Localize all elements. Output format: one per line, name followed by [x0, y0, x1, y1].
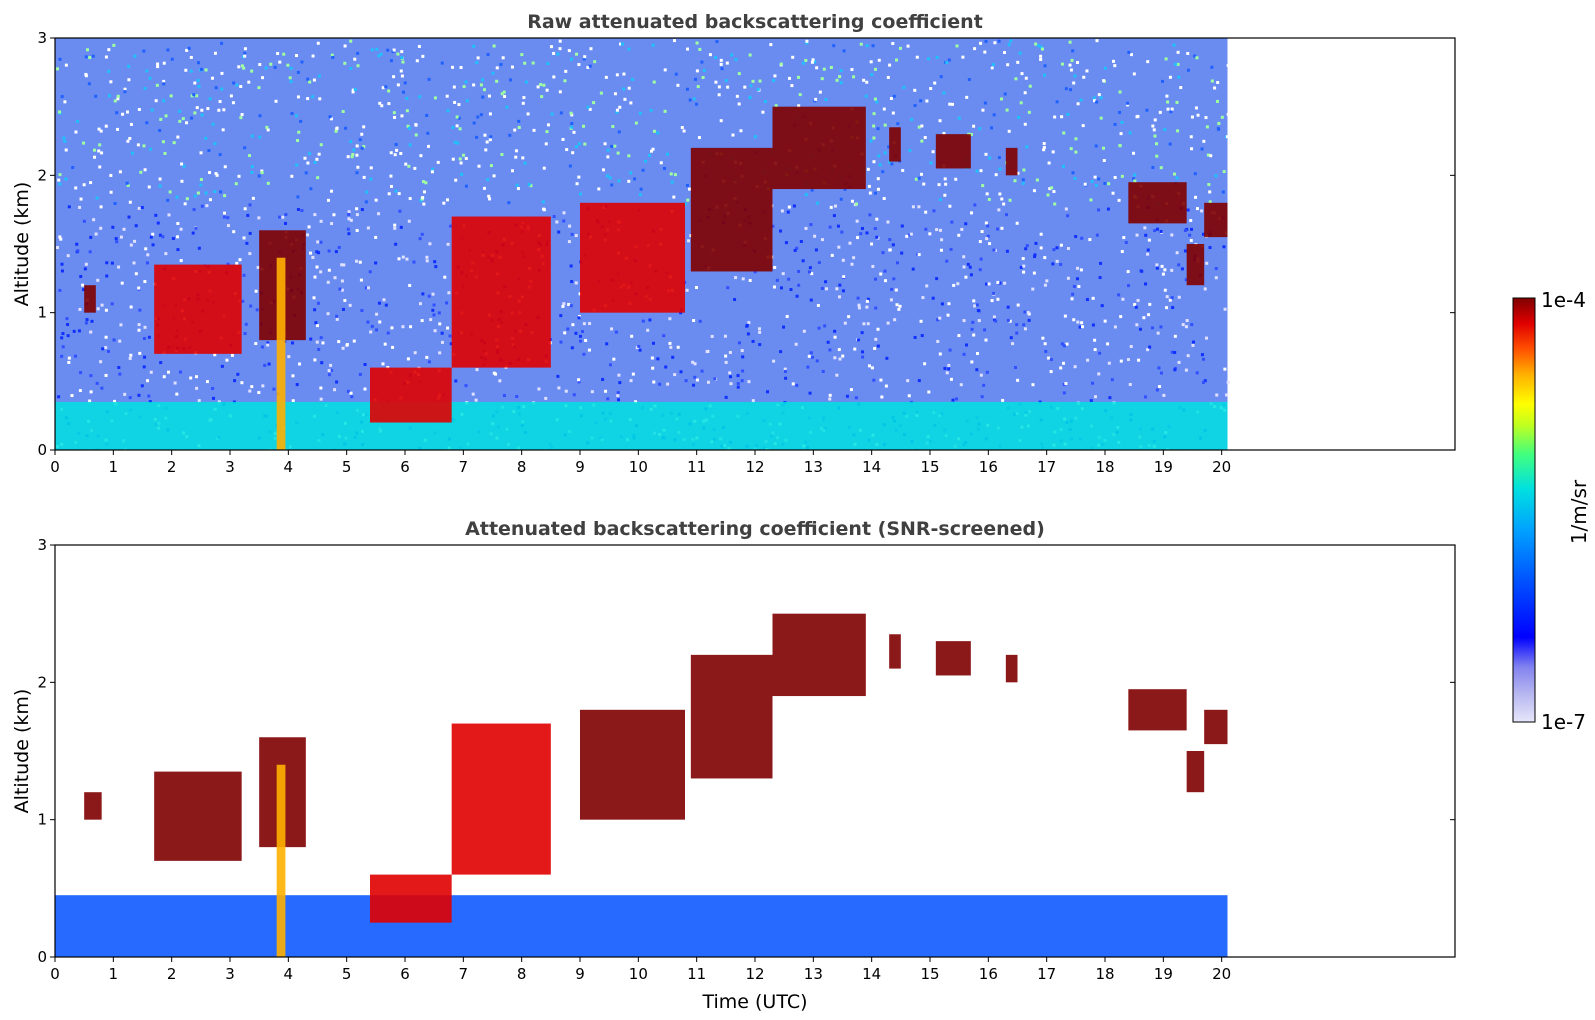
x-tick-label: 20 — [1212, 458, 1231, 476]
x-tick-label: 18 — [1095, 458, 1114, 476]
cloud-feature — [935, 641, 971, 676]
cloud-feature — [580, 709, 685, 820]
x-tick-label: 6 — [400, 965, 410, 983]
x-tick-label: 13 — [804, 965, 823, 983]
x-tick-label: 3 — [225, 965, 235, 983]
boundary-layer-feature — [55, 401, 1228, 450]
x-tick-label: 19 — [1154, 458, 1173, 476]
x-tick-label: 11 — [687, 458, 706, 476]
colorbar-unit-label: 1/m/sr — [1567, 479, 1591, 544]
y-tick-label: 0 — [37, 948, 47, 966]
x-tick-label: 20 — [1212, 965, 1231, 983]
cloud-feature — [772, 106, 866, 190]
cloud-feature — [1204, 709, 1228, 745]
x-tick-label: 7 — [459, 458, 469, 476]
y-axis-label: Altitude (km) — [11, 689, 33, 814]
cloud-feature — [1186, 244, 1205, 286]
y-tick-label: 2 — [37, 673, 47, 691]
x-tick-label: 5 — [342, 965, 352, 983]
heatmap-area — [55, 613, 1228, 957]
x-tick-label: 13 — [804, 458, 823, 476]
cloud-feature — [276, 764, 286, 957]
x-tick-label: 11 — [687, 965, 706, 983]
cloud-feature — [1128, 689, 1187, 731]
x-tick-label: 9 — [575, 458, 585, 476]
x-tick-label: 7 — [459, 965, 469, 983]
cloud-feature — [84, 285, 96, 313]
colorbar: 1e-4 1e-7 1/m/sr — [1512, 288, 1591, 734]
cloud-feature — [935, 134, 971, 169]
heatmap-area — [55, 38, 1230, 450]
x-tick-label: 12 — [745, 965, 764, 983]
x-tick-label: 18 — [1095, 965, 1114, 983]
cloud-feature — [1005, 654, 1018, 683]
cloud-feature — [889, 634, 901, 669]
cloud-feature — [889, 127, 901, 162]
x-tick-label: 2 — [167, 458, 177, 476]
x-tick-label: 8 — [517, 965, 527, 983]
x-tick-label: 16 — [979, 965, 998, 983]
x-tick-label: 17 — [1037, 965, 1056, 983]
cloud-feature — [690, 654, 773, 779]
x-tick-label: 5 — [342, 458, 352, 476]
x-tick-label: 19 — [1154, 965, 1173, 983]
chart-title: Raw attenuated backscattering coefficien… — [527, 11, 983, 33]
y-tick-label: 2 — [37, 166, 47, 184]
x-tick-label: 6 — [400, 458, 410, 476]
y-tick-label: 3 — [37, 536, 47, 554]
y-tick-label: 0 — [37, 441, 47, 459]
cloud-feature — [370, 367, 452, 423]
panel-raw: Raw attenuated backscattering coefficien… — [11, 11, 1456, 476]
colorbar-min-label: 1e-7 — [1541, 710, 1586, 734]
cloud-feature — [1204, 202, 1228, 238]
x-tick-label: 1 — [109, 965, 119, 983]
x-tick-label: 0 — [50, 965, 60, 983]
x-tick-label: 10 — [629, 965, 648, 983]
x-tick-label: 4 — [284, 965, 294, 983]
x-tick-label: 2 — [167, 965, 177, 983]
cloud-feature — [1005, 147, 1018, 176]
panel-screened: Attenuated backscattering coefficient (S… — [11, 518, 1456, 1013]
cloud-feature — [451, 723, 551, 875]
cloud-feature — [451, 216, 551, 368]
colorbar-max-label: 1e-4 — [1541, 288, 1586, 312]
x-tick-label: 14 — [862, 458, 881, 476]
x-tick-label: 4 — [284, 458, 294, 476]
y-tick-label: 3 — [37, 29, 47, 47]
x-tick-label: 8 — [517, 458, 527, 476]
cloud-feature — [690, 147, 773, 272]
x-tick-label: 1 — [109, 458, 119, 476]
x-tick-label: 10 — [629, 458, 648, 476]
x-tick-label: 3 — [225, 458, 235, 476]
cloud-feature — [580, 202, 685, 313]
cloud-feature — [1186, 751, 1205, 793]
cloud-feature — [84, 792, 102, 820]
y-tick-label: 1 — [37, 304, 47, 322]
cloud-feature — [276, 257, 286, 450]
y-tick-label: 1 — [37, 811, 47, 829]
x-tick-label: 12 — [745, 458, 764, 476]
y-axis-label: Altitude (km) — [11, 182, 33, 307]
chart-title: Attenuated backscattering coefficient (S… — [465, 518, 1045, 540]
x-tick-label: 14 — [862, 965, 881, 983]
colorbar-gradient — [1512, 297, 1536, 723]
x-tick-label: 15 — [920, 965, 939, 983]
x-tick-label: 15 — [920, 458, 939, 476]
cloud-feature — [370, 874, 452, 923]
cloud-feature — [154, 264, 242, 354]
x-tick-label: 0 — [50, 458, 60, 476]
x-tick-label: 16 — [979, 458, 998, 476]
cloud-feature — [772, 613, 866, 697]
cloud-feature — [1128, 182, 1187, 224]
cloud-feature — [154, 771, 242, 861]
boundary-layer-feature — [55, 895, 1228, 957]
x-tick-label: 17 — [1037, 458, 1056, 476]
x-axis-label: Time (UTC) — [701, 991, 807, 1013]
x-tick-label: 9 — [575, 965, 585, 983]
